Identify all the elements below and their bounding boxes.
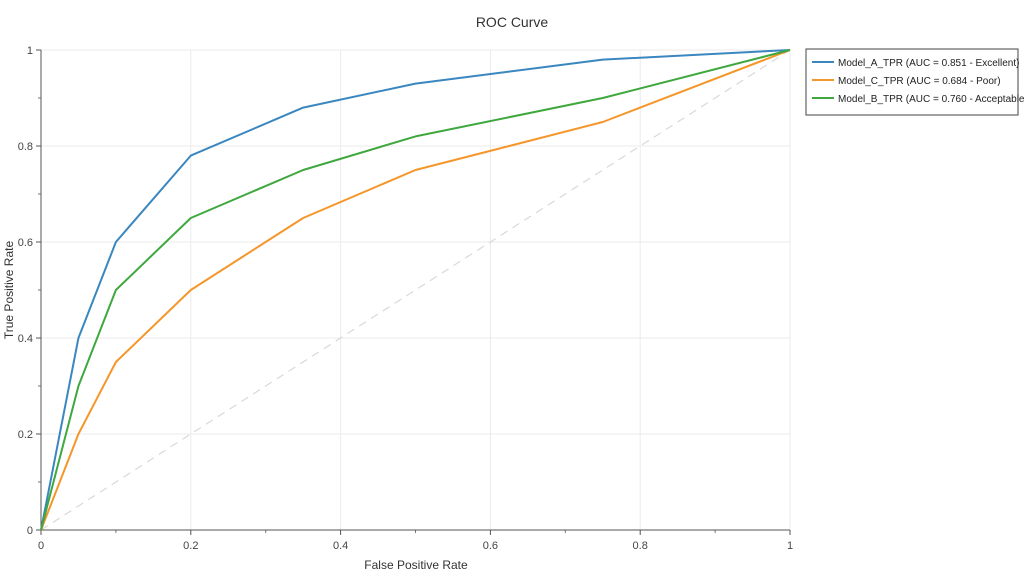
legend-label-3: Model_B_TPR (AUC = 0.760 - Acceptable) (838, 94, 1024, 105)
x-tick-label: 0.6 (483, 540, 498, 552)
x-tick-label: 0.4 (333, 540, 348, 552)
x-tick-label: 0 (38, 540, 44, 552)
y-tick-label: 0.2 (18, 429, 33, 441)
x-axis-title: False Positive Rate (364, 558, 468, 572)
series-line-2 (40, 49, 791, 531)
y-axis-title: True Positive Rate (2, 241, 16, 340)
y-tick-label: 0.4 (18, 333, 33, 345)
legend-box (805, 48, 1019, 116)
y-tick-label: 0 (27, 525, 33, 537)
reference-layer (40, 49, 791, 531)
y-tick-label: 1 (27, 45, 33, 57)
legend[interactable]: Model_A_TPR (AUC = 0.851 - Excellent) Mod… (805, 48, 1024, 116)
x-tick-label: 0.2 (183, 540, 198, 552)
reference-diagonal-line (40, 49, 791, 531)
y-tick-label: 0.6 (18, 237, 33, 249)
x-tick-label: 0.8 (633, 540, 648, 552)
legend-label-2: Model_C_TPR (AUC = 0.684 - Poor) (838, 76, 1001, 87)
series-layer (40, 49, 791, 531)
y-tick-label: 0.8 (18, 141, 33, 153)
x-tick-label: 1 (787, 540, 793, 552)
legend-label-1: Model_A_TPR (AUC = 0.851 - Excellent) (838, 58, 1019, 69)
series-line-3 (40, 49, 791, 531)
chart-title: ROC Curve (476, 14, 549, 30)
series-line-1 (40, 49, 791, 531)
axis-layer: 0 0.2 0.4 0.6 0.8 1 0 0.2 0.4 0.6 0.8 1 (18, 45, 793, 552)
